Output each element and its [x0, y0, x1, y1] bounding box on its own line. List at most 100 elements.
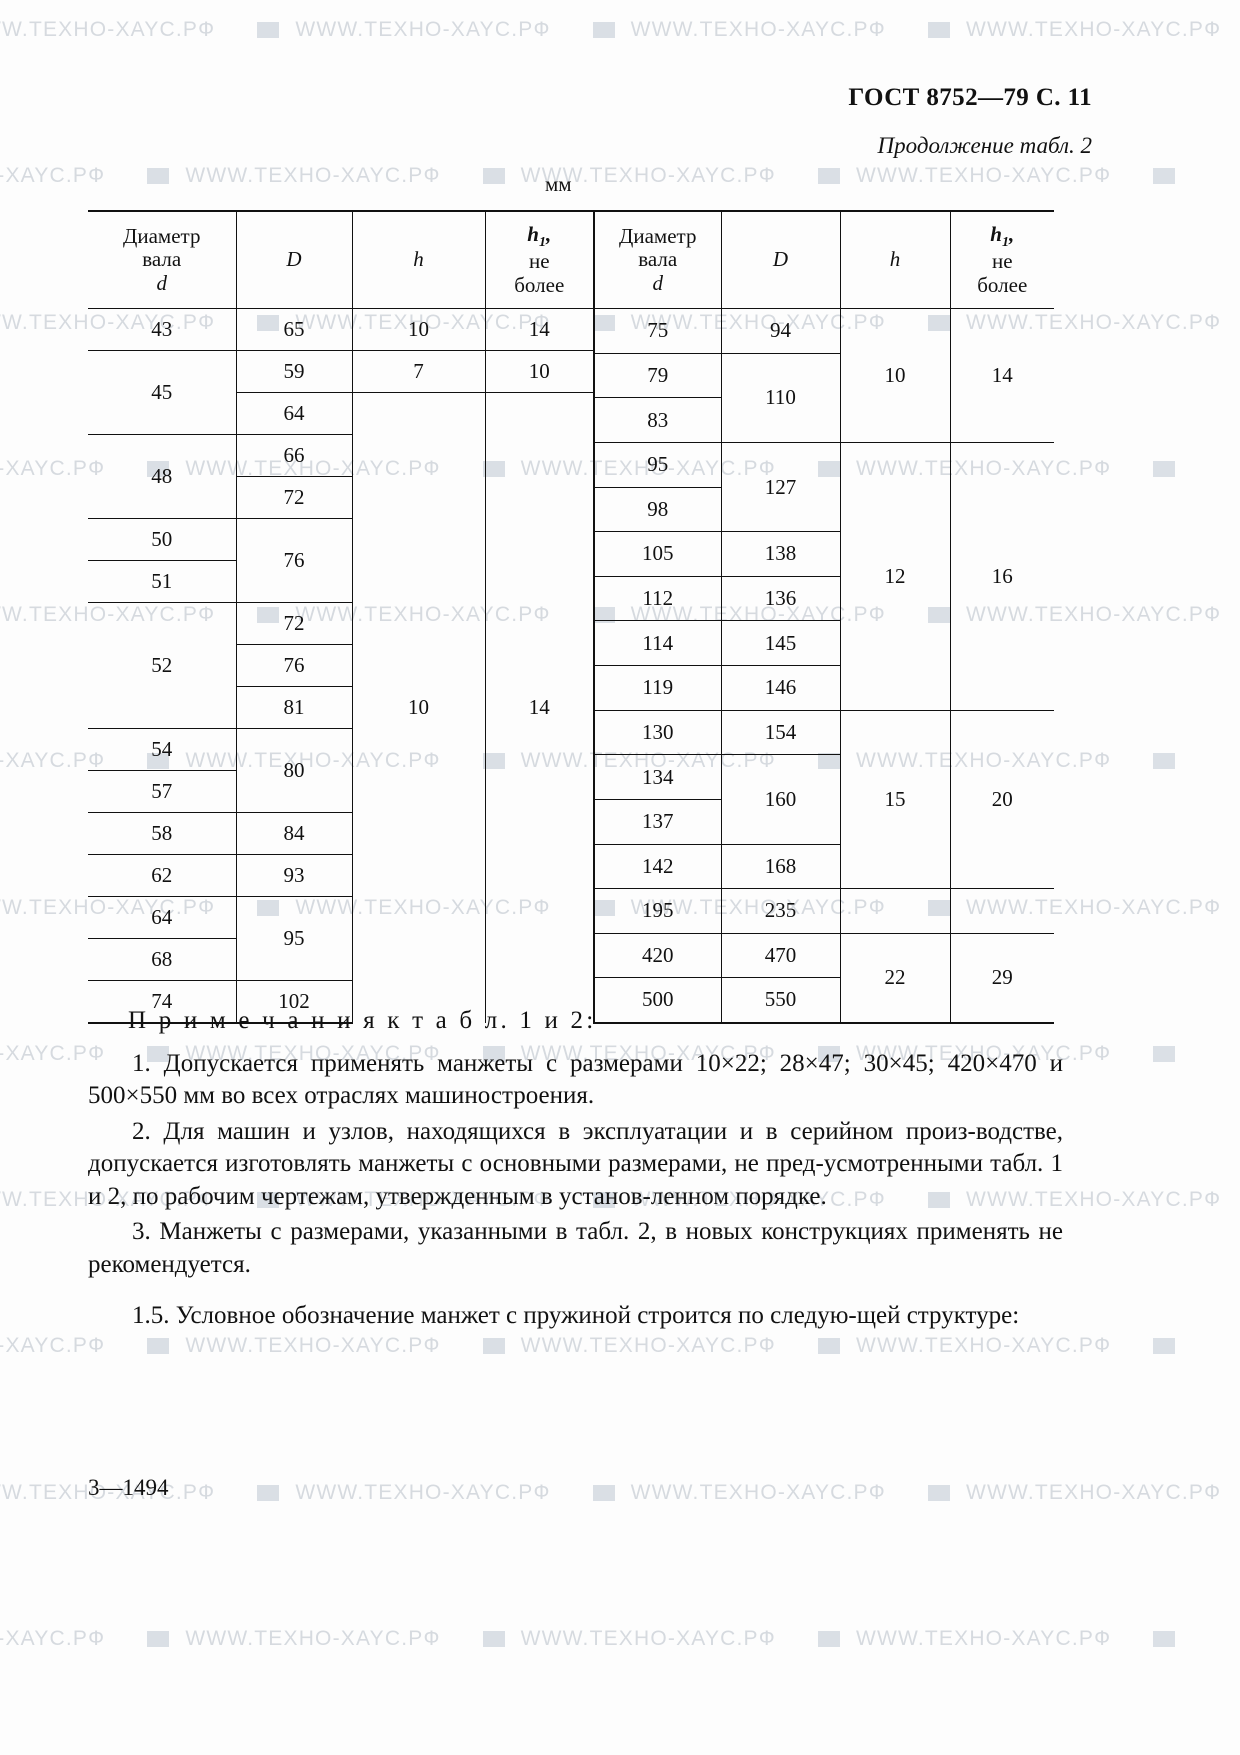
- cell-D: 84: [236, 812, 353, 855]
- cell-d: 58: [88, 812, 237, 855]
- col-header-d-line1: Диаметр: [123, 223, 201, 248]
- col-header-h1: h1, не более: [950, 210, 1054, 309]
- cell-D: 76: [236, 644, 353, 687]
- cell-D: 160: [721, 754, 841, 845]
- cell-D: 127: [721, 442, 841, 533]
- note-item-3: 3. Манжеты с размерами, указанными в таб…: [88, 1218, 1063, 1278]
- cell-d: 45: [88, 350, 237, 435]
- cell-d: 83: [593, 397, 722, 443]
- cell-d: 54: [88, 728, 237, 771]
- table-row: 52 72: [88, 602, 593, 729]
- table-row: 62 93: [88, 854, 593, 897]
- page-title: ГОСТ 8752—79 С. 11: [848, 84, 1092, 111]
- cell-h1: [950, 888, 1054, 934]
- cell-d: 62: [88, 854, 237, 897]
- table-left-body: 43 65 10 14 45 59 7 10 64 10 14: [88, 308, 593, 1024]
- cell-h: 7: [352, 350, 486, 393]
- table-row: 45 59 7 10: [88, 350, 593, 435]
- table-right: Диаметр вала d D h h1, не более 75: [593, 210, 1054, 1024]
- cell-d: 57: [88, 770, 237, 813]
- cell-D: 94: [721, 308, 841, 354]
- cell-D: 235: [721, 888, 841, 934]
- table-row: 195 235: [593, 888, 1054, 934]
- cell-D: 136: [721, 576, 841, 622]
- col-header-d-line2: вала: [638, 247, 678, 272]
- cell-D: 64: [236, 392, 353, 435]
- cell-D: 93: [236, 854, 353, 897]
- cell-D: 154: [721, 710, 841, 756]
- cell-h1: 14: [950, 308, 1054, 443]
- cell-h1: 16: [950, 442, 1054, 711]
- col-header-h: h: [840, 210, 951, 309]
- cell-D: 80: [236, 728, 353, 813]
- col-header-D: D: [721, 210, 841, 309]
- table-row: 64 10 14: [88, 392, 593, 1023]
- cell-D: 110: [721, 353, 841, 443]
- clause-text: 1.5. Условное обозначение манжет с пружи…: [132, 1302, 1020, 1329]
- cell-D: 102: [236, 980, 353, 1024]
- cell-D: 168: [721, 844, 841, 890]
- cell-h: 15: [840, 710, 951, 890]
- cell-D: 72: [236, 602, 353, 645]
- cell-d: 74: [88, 980, 237, 1024]
- table-row: 142 168: [593, 844, 1054, 890]
- table-row: 64 95: [88, 896, 593, 981]
- table-row: 74 102: [88, 980, 593, 1024]
- cell-d: 420: [593, 933, 722, 979]
- table-row: 98: [593, 487, 1054, 533]
- cell-D: 145: [721, 620, 841, 666]
- cell-D: 72: [236, 476, 353, 519]
- cell-h: [840, 888, 951, 934]
- cell-D: 146: [721, 665, 841, 711]
- cell-D: 76: [236, 518, 353, 603]
- cell-d: 142: [593, 844, 722, 890]
- table-row: 130 154 15 20: [593, 710, 1054, 890]
- cell-d: 51: [88, 560, 237, 603]
- col-header-D: D: [236, 210, 353, 309]
- cell-h: 10: [840, 308, 951, 443]
- col-header-h1: h1, не более: [485, 210, 593, 309]
- cell-d: 114: [593, 620, 722, 666]
- table-row: 58 84: [88, 812, 593, 855]
- table-continuation-label: Продолжение табл. 2: [877, 133, 1092, 158]
- table-row: 112 136: [593, 576, 1054, 622]
- tables-container: Диаметр вала d D h h1, не более 43: [88, 210, 1054, 1024]
- cell-d: 137: [593, 799, 722, 845]
- notes-title: П р и м е ч а н и я к т а б л. 1 и 2:: [128, 1007, 597, 1034]
- cell-D: 550: [721, 977, 841, 1024]
- col-header-d: Диаметр вала d: [593, 210, 722, 309]
- cell-D: 138: [721, 531, 841, 577]
- table-row: 50 76: [88, 518, 593, 603]
- table-row: 79 110: [593, 353, 1054, 443]
- cell-D: 65: [236, 308, 353, 351]
- cell-D: 59: [236, 350, 353, 393]
- table-row: 72: [88, 476, 593, 519]
- cell-d: 105: [593, 531, 722, 577]
- units-label: мм: [545, 172, 572, 196]
- cell-d: 50: [88, 518, 237, 561]
- cell-d: 75: [593, 308, 722, 354]
- cell-h1: 14: [528, 695, 550, 720]
- table-row: 83: [593, 397, 1054, 443]
- table-row: 76: [88, 644, 593, 687]
- page-footer: 3—1494: [88, 1475, 169, 1500]
- cell-d: 95: [593, 442, 722, 488]
- col-header-d: Диаметр вала d: [88, 210, 237, 309]
- note-item-2: 2. Для машин и узлов, находящихся в эксп…: [88, 1117, 1063, 1210]
- cell-d: 119: [593, 665, 722, 711]
- cell-d: 500: [593, 977, 722, 1024]
- cell-D: 95: [236, 896, 353, 981]
- cell-h: 10: [352, 308, 486, 351]
- table-row: 57: [88, 770, 593, 813]
- note-item-1: 1. Допускается применять манжеты с разме…: [88, 1049, 1063, 1110]
- clause-section: 1.5. Условное обозначение манжет с пружи…: [88, 1300, 1063, 1333]
- cell-d: 134: [593, 754, 722, 800]
- table-row: 134 160: [593, 754, 1054, 845]
- col-header-h1-line2: не: [991, 249, 1013, 274]
- col-header-h1-line2: не: [528, 249, 550, 274]
- col-header-h1-line3: более: [977, 272, 1028, 297]
- table-right-body: 75 94 10 14 79 110 83 95 127 12: [593, 308, 1054, 1024]
- notes-section: П р и м е ч а н и я к т а б л. 1 и 2: 1.…: [88, 1005, 1063, 1284]
- cell-d: 43: [88, 308, 237, 351]
- table-row: 137: [593, 799, 1054, 845]
